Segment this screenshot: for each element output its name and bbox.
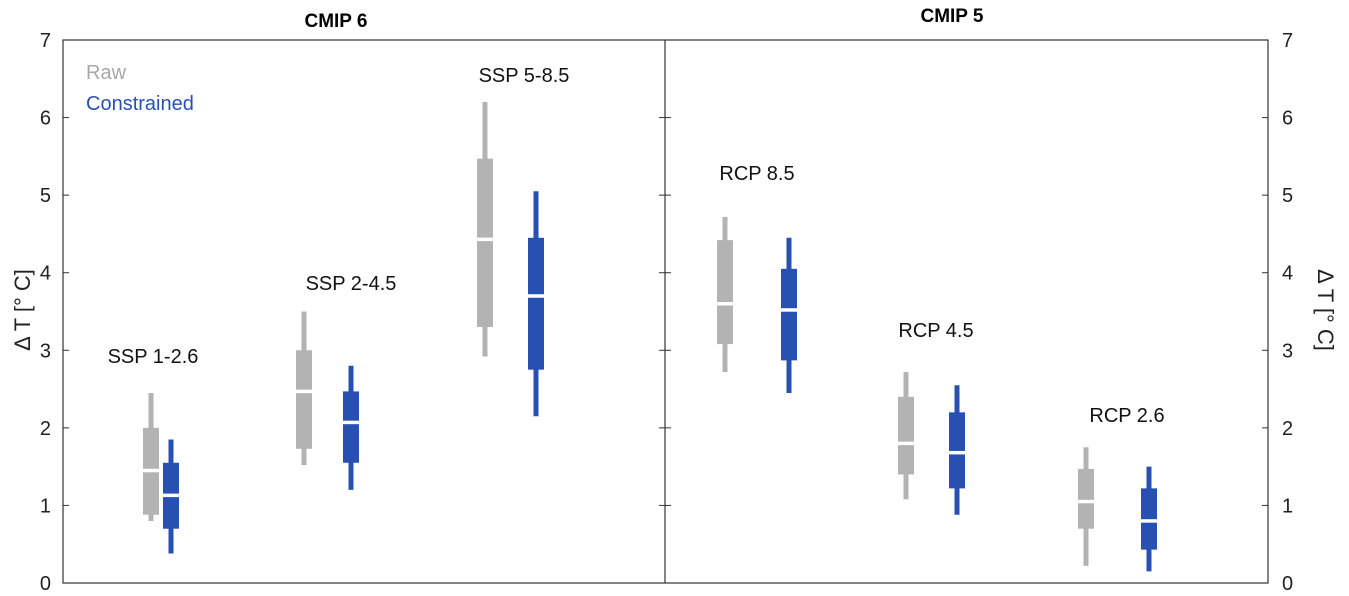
panel-title-left: CMIP 6 bbox=[304, 11, 367, 32]
y-tick-label-right: 0 bbox=[1282, 573, 1293, 595]
raw-box-1-2 bbox=[1078, 447, 1094, 566]
scenario-label: RCP 2.6 bbox=[1089, 405, 1164, 427]
raw-box-1-1 bbox=[898, 372, 914, 500]
scenario-label: SSP 2-4.5 bbox=[306, 273, 397, 295]
raw-box-1-0 bbox=[717, 216, 733, 373]
y-tick-label-left: 0 bbox=[40, 573, 51, 595]
scenario-label: SSP 1-2.6 bbox=[108, 346, 199, 368]
y-axis-label-left: Δ T [° C] bbox=[10, 269, 35, 351]
constrained-box-1-0-box bbox=[781, 268, 797, 361]
y-tick-label-right: 5 bbox=[1282, 185, 1293, 207]
y-tick-label-left: 4 bbox=[40, 263, 51, 285]
y-tick-label-right: 4 bbox=[1282, 263, 1293, 285]
y-tick-label-right: 1 bbox=[1282, 495, 1293, 517]
boxplots bbox=[143, 102, 1157, 572]
constrained-box-0-1 bbox=[343, 365, 359, 490]
raw-box-1-2-box bbox=[1078, 468, 1094, 529]
scenario-label: RCP 4.5 bbox=[898, 320, 973, 342]
raw-box-0-2-box bbox=[477, 158, 493, 328]
raw-box-1-0-box bbox=[717, 240, 733, 345]
constrained-box-0-2-box bbox=[528, 237, 544, 370]
y-tick-label-right: 7 bbox=[1282, 30, 1293, 52]
y-tick-label-right: 3 bbox=[1282, 340, 1293, 362]
y-tick-label-left: 3 bbox=[40, 340, 51, 362]
constrained-box-1-2 bbox=[1141, 466, 1157, 572]
y-tick-label-left: 2 bbox=[40, 418, 51, 440]
y-ticks: 0 0 1 1 2 2 3 3 4 4 5 5 6 6 7 7 bbox=[40, 30, 1293, 595]
y-tick-label-left: 5 bbox=[40, 185, 51, 207]
raw-box-0-1-box bbox=[296, 350, 312, 449]
y-tick-label-right: 2 bbox=[1282, 418, 1293, 440]
legend-constrained: Constrained bbox=[86, 93, 194, 115]
raw-box-0-0 bbox=[143, 392, 159, 521]
y-tick-label-left: 7 bbox=[40, 30, 51, 52]
constrained-box-0-2 bbox=[528, 191, 544, 417]
constrained-box-0-1-box bbox=[343, 391, 359, 463]
y-tick-label-left: 1 bbox=[40, 495, 51, 517]
scenario-labels: SSP 1-2.6 SSP 2-4.5 SSP 5-8.5 RCP 8.5 RCP 4.… bbox=[108, 65, 1165, 427]
raw-box-0-2 bbox=[477, 102, 493, 357]
panel-title-right: CMIP 5 bbox=[920, 6, 983, 27]
constrained-box-0-0 bbox=[163, 439, 179, 554]
raw-box-0-1 bbox=[296, 311, 312, 466]
y-tick-label-left: 6 bbox=[40, 108, 51, 130]
constrained-box-1-0 bbox=[781, 237, 797, 393]
constrained-box-1-1-box bbox=[949, 412, 965, 489]
legend-raw: Raw bbox=[86, 62, 127, 84]
y-tick-label-right: 6 bbox=[1282, 108, 1293, 130]
scenario-label: RCP 8.5 bbox=[719, 163, 794, 185]
scenario-label: SSP 5-8.5 bbox=[479, 65, 570, 87]
constrained-box-1-2-box bbox=[1141, 488, 1157, 550]
y-axis-label-right: Δ T [° C] bbox=[1313, 269, 1338, 351]
constrained-box-1-1 bbox=[949, 385, 965, 515]
raw-box-1-1-box bbox=[898, 396, 914, 475]
